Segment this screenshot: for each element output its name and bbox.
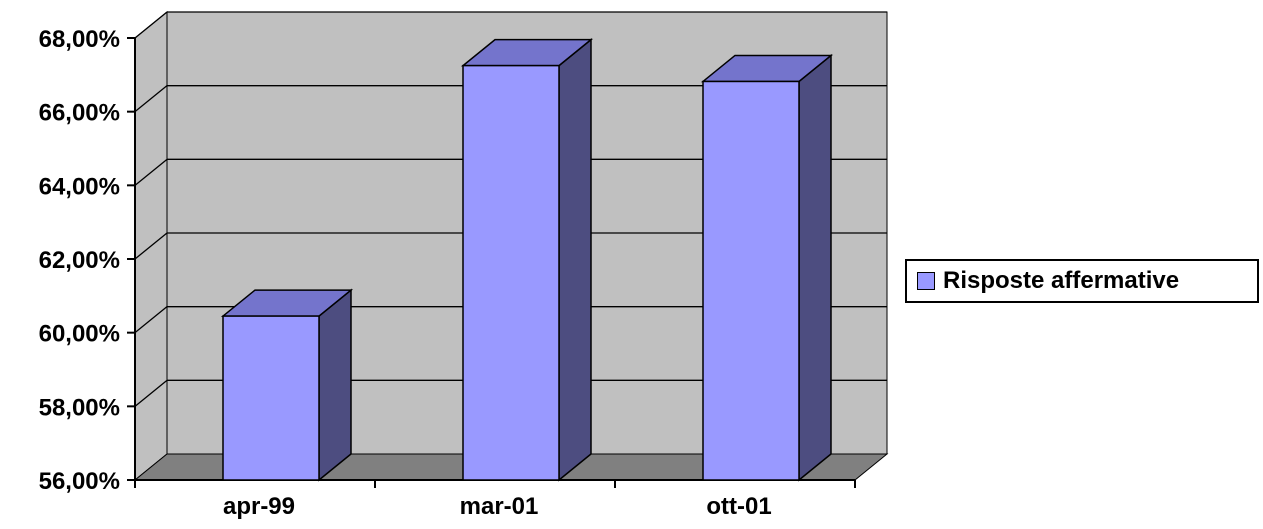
x-category-label: mar-01 xyxy=(460,493,539,520)
legend-label: Risposte affermative xyxy=(943,267,1180,294)
y-tick-label: 56,00% xyxy=(39,468,120,495)
x-category-label: apr-99 xyxy=(223,493,295,520)
y-tick-label: 58,00% xyxy=(39,394,120,421)
gridline-diagonal xyxy=(134,85,168,113)
x-axis-category-labels: apr-99 mar-01 ott-01 xyxy=(223,493,772,520)
y-tick-label: 64,00% xyxy=(39,173,120,200)
chart-bars xyxy=(220,38,834,482)
y-tick-label: 60,00% xyxy=(39,321,120,348)
bar xyxy=(460,38,594,482)
bar-front xyxy=(462,64,560,481)
bar-side xyxy=(318,288,352,482)
gridline-diagonal xyxy=(134,232,168,260)
y-tick-label: 62,00% xyxy=(39,247,120,274)
gridline-diagonal xyxy=(134,158,168,186)
bar xyxy=(220,288,354,482)
gridline-diagonal xyxy=(134,379,168,407)
y-tick-label: 66,00% xyxy=(39,100,120,127)
legend: Risposte affermative xyxy=(905,259,1259,303)
legend-swatch xyxy=(917,272,935,290)
x-category-label: ott-01 xyxy=(706,493,771,520)
bar-front xyxy=(222,315,320,481)
bar-side xyxy=(798,53,832,482)
y-axis-tick-labels: 56,00% 58,00% 60,00% 62,00% 64,00% 66,00% 68,0… xyxy=(39,26,120,495)
bar xyxy=(700,53,834,482)
gridline-diagonal xyxy=(134,11,168,39)
gridline-diagonal xyxy=(134,306,168,334)
y-tick-label: 68,00% xyxy=(39,26,120,53)
bar-front xyxy=(702,80,800,481)
bar-side xyxy=(558,38,592,482)
